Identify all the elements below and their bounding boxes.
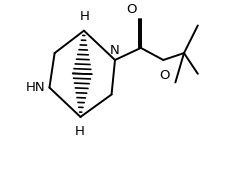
Text: O: O bbox=[125, 3, 136, 16]
Text: HN: HN bbox=[25, 81, 45, 94]
Text: H: H bbox=[79, 10, 89, 23]
Text: O: O bbox=[158, 69, 169, 82]
Text: N: N bbox=[109, 44, 118, 57]
Text: H: H bbox=[74, 125, 84, 138]
